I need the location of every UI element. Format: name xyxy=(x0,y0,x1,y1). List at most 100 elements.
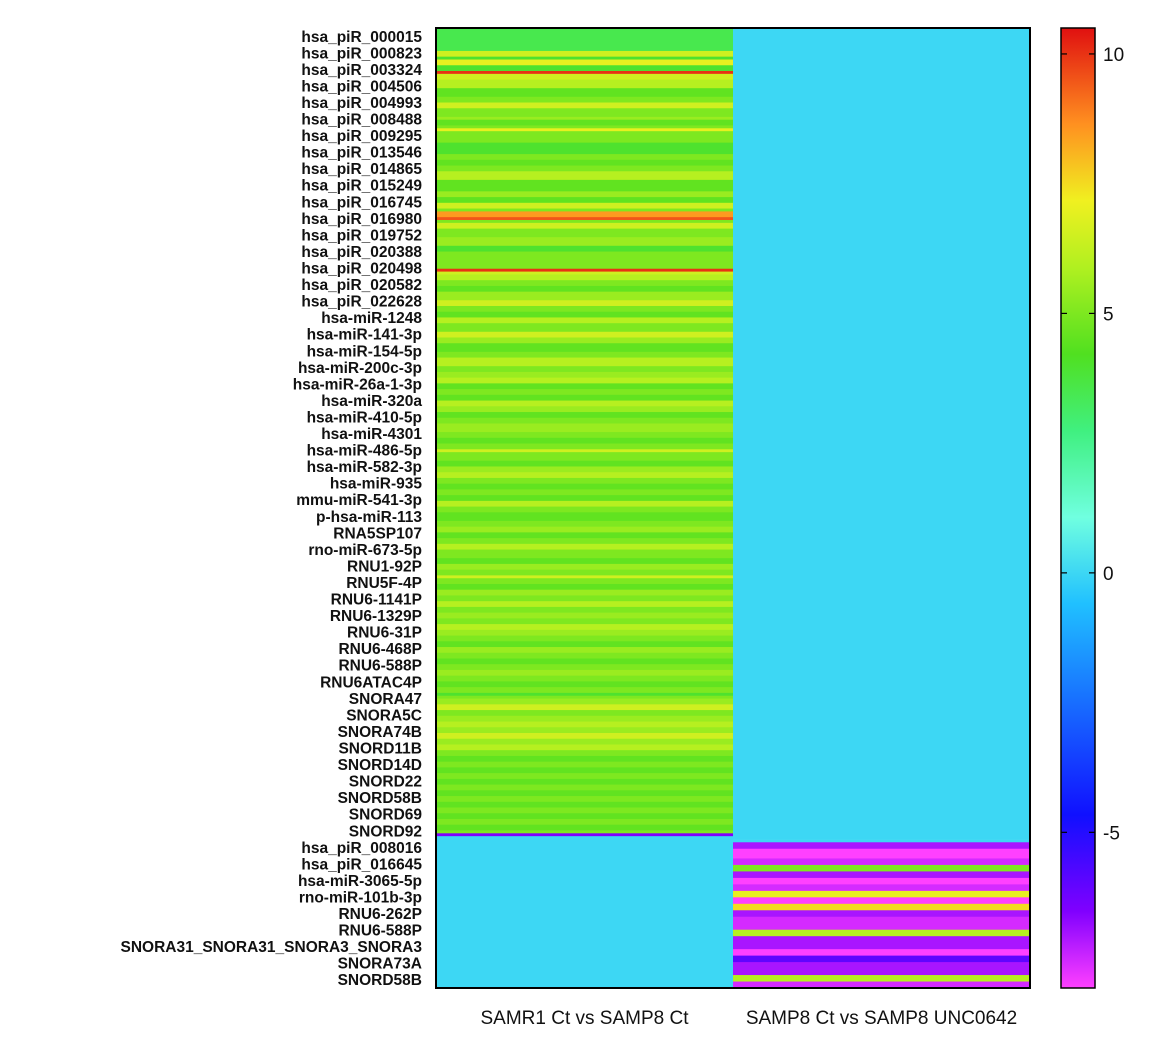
heatmap-cell-col1 xyxy=(436,406,733,413)
row-label: hsa_piR_008488 xyxy=(301,112,422,129)
heatmap-cell-col1 xyxy=(436,612,733,619)
row-label: hsa_piR_000015 xyxy=(301,29,422,46)
heatmap-cell-col2 xyxy=(733,949,1030,957)
heatmap-cell-col1 xyxy=(436,824,733,832)
heatmap-cell-col1 xyxy=(436,197,733,204)
heatmap-cell-col1 xyxy=(436,371,733,379)
heatmap-cell-col1 xyxy=(436,191,733,198)
row-label: SNORD69 xyxy=(349,807,423,824)
heatmap-cell-col1 xyxy=(436,271,733,276)
heatmap-cell-col1 xyxy=(436,732,733,740)
heatmap-cell-col1 xyxy=(436,839,733,988)
row-label: RNU6-588P xyxy=(338,923,422,940)
heatmap-cell-col1 xyxy=(436,171,733,181)
heatmap-cell-col1 xyxy=(436,647,733,654)
heatmap-cell-col1 xyxy=(436,483,733,491)
heatmap-cell-col1 xyxy=(436,317,733,324)
row-label: hsa-miR-26a-1-3p xyxy=(293,376,422,393)
heatmap-cell-col1 xyxy=(436,773,733,780)
heatmap-cell-col1 xyxy=(436,500,733,508)
heatmap-cell-col1 xyxy=(436,59,733,66)
heatmap-cell-col1 xyxy=(436,460,733,468)
heatmap-cell-col1 xyxy=(436,715,733,723)
heatmap-cell-col1 xyxy=(436,727,733,734)
heatmap-cell-col1 xyxy=(436,179,733,192)
heatmap-cell-col1 xyxy=(436,119,733,127)
row-label: hsa_piR_009295 xyxy=(301,128,422,145)
heatmap-cell-col1 xyxy=(436,311,733,319)
row-label: hsa-miR-935 xyxy=(330,476,423,493)
heatmap-cell-col1 xyxy=(436,520,733,528)
heatmap-cell-col1 xyxy=(436,818,733,826)
heatmap-cell-col1 xyxy=(436,704,733,711)
row-label: hsa-miR-582-3p xyxy=(307,459,422,476)
colorbar xyxy=(1060,27,1096,989)
heatmap-cell-col1 xyxy=(436,575,733,579)
heatmap-cell-col2 xyxy=(733,871,1030,879)
row-label: SNORD58B xyxy=(338,790,422,807)
heatmap-cell-col1 xyxy=(436,472,733,479)
heatmap-cell-col1 xyxy=(436,681,733,688)
heatmap-cell-col1 xyxy=(436,652,733,660)
heatmap-cell-col1 xyxy=(436,563,733,571)
heatmap-cell-col1 xyxy=(436,70,733,75)
heatmap-cell-col1 xyxy=(436,291,733,301)
row-label: hsa_piR_022628 xyxy=(301,294,422,311)
heatmap-cell-col1 xyxy=(436,331,733,339)
colorbar-ticks: 10 5 0 -5 xyxy=(1061,45,1124,844)
row-label: hsa-miR-3065-5p xyxy=(298,873,422,890)
row-label: SNORA5C xyxy=(346,707,422,724)
heatmap-cell-col1 xyxy=(436,669,733,677)
heatmap-cell-col1 xyxy=(436,400,733,407)
heatmap-cell-col1 xyxy=(436,635,733,642)
heatmap-cell-col1 xyxy=(436,692,733,697)
heatmap-cell-col1 xyxy=(436,323,733,333)
heatmap-cell-col1 xyxy=(436,280,733,287)
heatmap-cell-col1 xyxy=(436,237,733,247)
heatmap-cell-col2 xyxy=(733,890,1030,898)
heatmap-cell-col1 xyxy=(436,761,733,768)
heatmap-cell-col1 xyxy=(436,251,733,256)
heatmap-cell-col1 xyxy=(436,268,733,273)
heatmap-cell-col1 xyxy=(436,512,733,522)
colorbar-tick-label: 0 xyxy=(1103,564,1114,585)
row-label: RNU6-468P xyxy=(338,641,422,658)
heatmap-cell-col1 xyxy=(436,796,733,803)
row-label: SNORA47 xyxy=(349,691,422,708)
heatmap-cell-col1 xyxy=(436,437,733,445)
heatmap-cell-col1 xyxy=(436,102,733,109)
heatmap-cell-col1 xyxy=(436,432,733,439)
heatmap-cell-col2 xyxy=(733,877,1030,885)
heatmap-cell-col2 xyxy=(733,903,1030,911)
column-label: SAMP8 Ct vs SAMP8 UNC0642 xyxy=(746,1008,1017,1029)
column-label: SAMR1 Ct vs SAMP8 Ct xyxy=(481,1008,690,1029)
heatmap-cell-col1 xyxy=(436,222,733,230)
row-label: hsa_piR_014865 xyxy=(301,161,422,178)
heatmap-cell-col1 xyxy=(436,695,733,700)
heatmap-cell-col1 xyxy=(436,601,733,608)
heatmap-cell-col1 xyxy=(436,569,733,576)
heatmap-cell-col1 xyxy=(436,228,733,238)
row-label: SNORA31_SNORA31_SNORA3_SNORA3 xyxy=(121,939,423,956)
heatmap-cell-col1 xyxy=(436,108,733,118)
row-label: hsa_piR_000823 xyxy=(301,45,422,62)
heatmap-cell-col1 xyxy=(436,558,733,565)
heatmap-cell-col1 xyxy=(436,687,733,694)
heatmap-cell-col1 xyxy=(436,583,733,591)
heatmap-cell-col1 xyxy=(436,377,733,384)
heatmap-cell-col1 xyxy=(436,813,733,820)
column-labels: SAMR1 Ct vs SAMP8 Ct SAMP8 Ct vs SAMP8 UN… xyxy=(481,1008,1018,1029)
row-label: RNU6-588P xyxy=(338,658,422,675)
heatmap-cell-col1 xyxy=(436,285,733,293)
heatmap-cell-col1 xyxy=(436,836,733,840)
row-label: SNORA73A xyxy=(338,956,422,973)
heatmap-cell-col1 xyxy=(436,466,733,473)
heatmap-cell-col2 xyxy=(733,897,1030,905)
heatmap-cell-col2 xyxy=(733,981,1030,988)
heatmap-cell-col1 xyxy=(436,449,733,453)
row-label: hsa-miR-141-3p xyxy=(307,327,422,344)
heatmap-cell-col1 xyxy=(436,73,733,81)
row-label: hsa_piR_020388 xyxy=(301,244,422,261)
row-label: SNORD14D xyxy=(338,757,422,774)
